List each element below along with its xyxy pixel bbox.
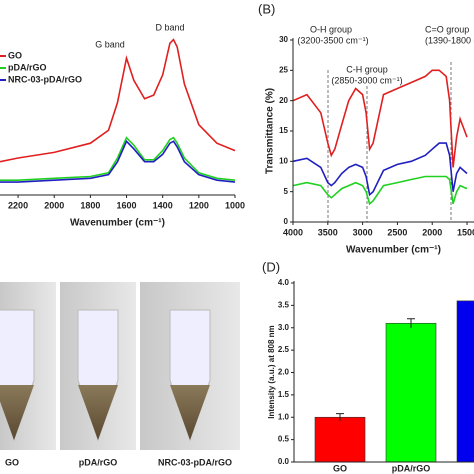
annotation: C=O group	[425, 24, 469, 34]
y-tick-label: 25	[279, 65, 288, 74]
x-tick-label: 1400	[153, 200, 173, 210]
y-tick-label: 5	[284, 187, 289, 196]
photo-label: NRC-03-pDA/rGO	[158, 457, 232, 467]
x-tick-label: 3500	[318, 227, 338, 237]
x-tick-label: 1800	[80, 200, 100, 210]
error-bar	[336, 413, 344, 421]
tube-liquid	[78, 385, 118, 440]
y-tick-label: 1.5	[278, 390, 290, 399]
y-tick-label: 4.0	[278, 278, 290, 287]
bar	[314, 416, 366, 463]
legend-label: pDA/rGO	[8, 62, 47, 72]
x-tick-label: 2000	[422, 227, 442, 237]
series-line	[292, 69, 468, 168]
y-tick-label: 30	[279, 35, 288, 44]
y-tick-label: 0.5	[278, 435, 290, 444]
y-tick-label: 2.5	[278, 345, 290, 354]
photo-panel: GO pDA/rGO NRC-03-pDA/rGO	[0, 282, 240, 467]
annotation: (3200-3500 cm⁻¹)	[297, 35, 368, 45]
y-tick-label: 0	[284, 217, 289, 226]
group-guides	[327, 62, 452, 222]
y-axis-label: Transmittance (%)	[265, 88, 276, 174]
legend-label: GO	[8, 50, 22, 60]
annotation: O-H group	[310, 24, 352, 34]
x-tick-label: 1500	[457, 227, 474, 237]
y-tick-label: 3.5	[278, 300, 290, 309]
tube-liquid	[170, 385, 210, 440]
x-tick-label: 1600	[117, 200, 137, 210]
y-tick-label: 2.0	[278, 368, 290, 377]
annotation: (1390-1800 c	[425, 35, 474, 45]
error-bar	[407, 318, 415, 328]
x-axis-label: Wavenumber (cm⁻¹)	[346, 245, 441, 256]
panel-label: (D)	[262, 259, 280, 274]
annotation: (2850-3000 cm⁻¹)	[331, 75, 402, 85]
annotation: G band	[95, 39, 125, 49]
bar	[385, 322, 437, 463]
y-tick-label: 20	[279, 96, 288, 105]
photo-label: GO	[5, 457, 19, 467]
annotation: C-H group	[346, 64, 388, 74]
y-axis-label: Intensity (a.u.) at 808 nm	[267, 325, 276, 418]
x-tick-label: 3000	[353, 227, 373, 237]
bar	[456, 300, 474, 463]
series-line	[0, 136, 236, 181]
tube-liquid	[0, 385, 34, 440]
x-tick-label: 2500	[387, 227, 407, 237]
y-tick-label: 10	[279, 156, 288, 165]
series-line	[0, 38, 236, 163]
series-line	[292, 142, 468, 197]
x-tick-label: pDA/rGO	[392, 463, 431, 473]
y-tick-label: 15	[279, 126, 288, 135]
x-tick-label: 1200	[189, 200, 209, 210]
y-tick-label: 1.0	[278, 412, 290, 421]
x-tick-label: 1000	[225, 200, 245, 210]
legend-label: NRC-03-pDA/rGO	[8, 74, 82, 84]
y-tick-label: 3.0	[278, 323, 290, 332]
series-line	[0, 139, 236, 183]
x-tick-label: 2000	[44, 200, 64, 210]
x-tick-label: 4000	[283, 227, 303, 237]
photo-label: pDA/rGO	[79, 457, 118, 467]
y-tick-label: 0.0	[278, 457, 290, 466]
panel-label: (B)	[258, 1, 275, 16]
x-axis-label: Wavenumber (cm⁻¹)	[70, 218, 165, 229]
x-tick-label: 2200	[8, 200, 28, 210]
annotation: D band	[155, 22, 184, 32]
x-tick-label: GO	[333, 463, 347, 473]
series-line	[292, 175, 468, 206]
